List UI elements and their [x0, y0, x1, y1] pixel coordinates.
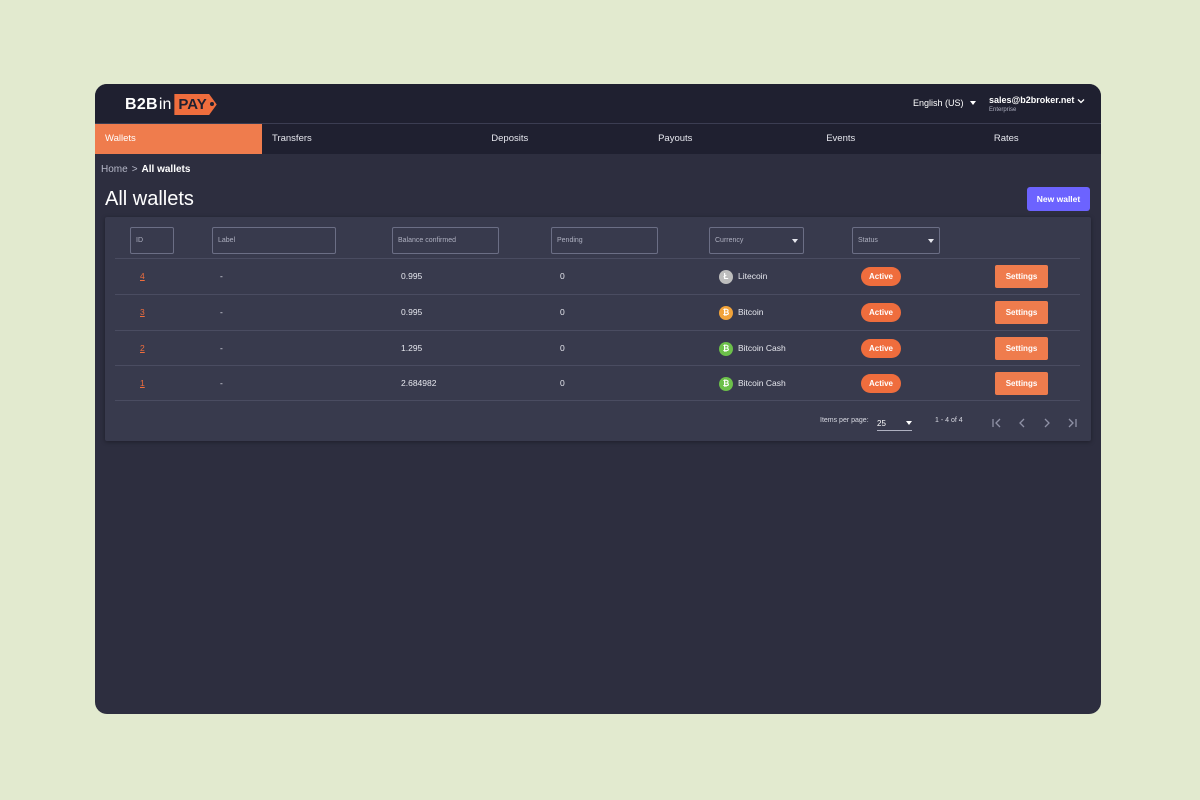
settings-button[interactable]: Settings — [995, 337, 1048, 360]
wallets-table-card: ID Label Balance confirmed Pending Curre… — [105, 217, 1091, 441]
pagination-range: 1 - 4 of 4 — [935, 417, 963, 424]
main-nav: Wallets Transfers Deposits Payouts Event… — [95, 124, 1101, 154]
balance-filter-input[interactable]: Balance confirmed — [392, 227, 499, 254]
wallet-currency: ₿ Bitcoin Cash — [719, 366, 786, 401]
items-per-page-label: Items per page: — [820, 417, 869, 424]
wallet-balance: 2.684982 — [401, 378, 437, 388]
id-filter-input[interactable]: ID — [130, 227, 174, 254]
currency-name: Bitcoin Cash — [738, 343, 786, 353]
litecoin-icon: Ł — [719, 269, 733, 284]
wallet-id-link[interactable]: 1 — [140, 378, 145, 388]
items-per-page-value: 25 — [877, 418, 886, 428]
pending-filter-placeholder: Pending — [557, 237, 583, 244]
wallet-label: - — [220, 271, 223, 281]
user-role: Enterprise — [989, 107, 1017, 113]
table-row: 2 - 1.295 0 ₿ Bitcoin Cash Active Settin… — [115, 330, 1080, 366]
nav-item-rates[interactable]: Rates — [993, 133, 1019, 144]
bitcoin-cash-icon: ₿ — [719, 341, 733, 356]
balance-filter-placeholder: Balance confirmed — [398, 237, 456, 244]
nav-item-deposits[interactable]: Deposits — [491, 133, 529, 144]
currency-name: Bitcoin Cash — [738, 378, 786, 388]
currency-name: Bitcoin — [738, 307, 764, 317]
wallet-label: - — [220, 343, 223, 353]
wallet-pending: 0 — [560, 343, 565, 353]
label-filter-input[interactable]: Label — [212, 227, 336, 254]
logo[interactable]: B2B in PAY — [125, 94, 217, 115]
wallet-currency: Ł Litecoin — [719, 259, 767, 294]
currency-filter-select[interactable]: Currency — [709, 227, 804, 254]
wallet-balance: 0.995 — [401, 307, 423, 317]
nav-item-wallets[interactable]: Wallets — [95, 124, 262, 154]
caret-down-icon — [928, 238, 934, 243]
status-filter-select[interactable]: Status — [852, 227, 940, 254]
language-selector[interactable]: English (US) — [913, 98, 976, 108]
wallet-id-link[interactable]: 3 — [140, 307, 145, 317]
breadcrumb-current: All wallets — [141, 164, 191, 175]
status-badge[interactable]: Active — [861, 374, 901, 393]
breadcrumb: Home > All wallets — [101, 164, 190, 175]
id-filter-placeholder: ID — [136, 237, 143, 244]
last-page-icon[interactable] — [1065, 416, 1079, 430]
wallet-label: - — [220, 378, 223, 388]
logo-text-in: in — [158, 95, 172, 113]
logo-text-pay: PAY — [178, 96, 207, 113]
table-row: 1 - 2.684982 0 ₿ Bitcoin Cash Active Set… — [115, 365, 1080, 401]
status-badge[interactable]: Active — [861, 267, 901, 286]
settings-button[interactable]: Settings — [995, 301, 1048, 324]
first-page-icon[interactable] — [990, 416, 1004, 430]
status-badge[interactable]: Active — [861, 303, 901, 322]
nav-item-events[interactable]: Events — [826, 133, 856, 144]
caret-down-icon — [969, 101, 976, 105]
wallet-currency: ₿ Bitcoin Cash — [719, 331, 786, 366]
new-wallet-button[interactable]: New wallet — [1027, 187, 1090, 211]
wallet-label: - — [220, 307, 223, 317]
bitcoin-cash-icon: ₿ — [719, 376, 733, 391]
user-email: sales@b2broker.net — [989, 95, 1075, 105]
wallet-currency: ₿ Bitcoin — [719, 295, 764, 330]
wallet-id-link[interactable]: 2 — [140, 343, 145, 353]
table-row: 3 - 0.995 0 ₿ Bitcoin Active Settings — [115, 294, 1080, 330]
wallet-id-link[interactable]: 4 — [140, 271, 145, 281]
nav-item-payouts[interactable]: Payouts — [658, 133, 693, 144]
caret-down-icon — [906, 421, 912, 425]
table-row: 4 - 0.995 0 Ł Litecoin Active Settings — [115, 258, 1080, 294]
caret-down-icon — [792, 238, 798, 243]
bitcoin-icon: ₿ — [719, 305, 733, 320]
previous-page-icon[interactable] — [1015, 416, 1029, 430]
breadcrumb-home[interactable]: Home — [101, 164, 128, 175]
currency-filter-label: Currency — [715, 237, 744, 244]
settings-button[interactable]: Settings — [995, 265, 1048, 288]
page-title: All wallets — [105, 188, 194, 210]
nav-item-transfers[interactable]: Transfers — [272, 133, 312, 144]
wallet-pending: 0 — [560, 307, 565, 317]
logo-dot — [209, 102, 214, 106]
settings-button[interactable]: Settings — [995, 372, 1048, 395]
language-label: English (US) — [913, 98, 964, 108]
status-filter-label: Status — [858, 237, 878, 244]
logo-pay-tag: PAY — [174, 94, 217, 115]
logo-text-b2b: B2B — [125, 95, 158, 113]
pending-filter-input[interactable]: Pending — [551, 227, 658, 254]
status-badge[interactable]: Active — [861, 339, 901, 358]
currency-name: Litecoin — [738, 271, 768, 281]
label-filter-placeholder: Label — [218, 237, 236, 244]
items-per-page-select[interactable]: 25 — [877, 416, 912, 431]
user-menu[interactable]: sales@b2broker.net Enterprise — [989, 95, 1074, 113]
wallet-pending: 0 — [560, 271, 565, 281]
top-bar: B2B in PAY English (US) sales@b2broker.n… — [95, 84, 1101, 124]
wallet-pending: 0 — [560, 378, 565, 388]
breadcrumb-separator: > — [131, 164, 138, 175]
app-window: B2B in PAY English (US) sales@b2broker.n… — [95, 84, 1101, 714]
wallet-balance: 1.295 — [401, 343, 423, 353]
next-page-icon[interactable] — [1040, 416, 1054, 430]
chevron-down-icon[interactable] — [1077, 97, 1085, 105]
wallet-balance: 0.995 — [401, 271, 423, 281]
